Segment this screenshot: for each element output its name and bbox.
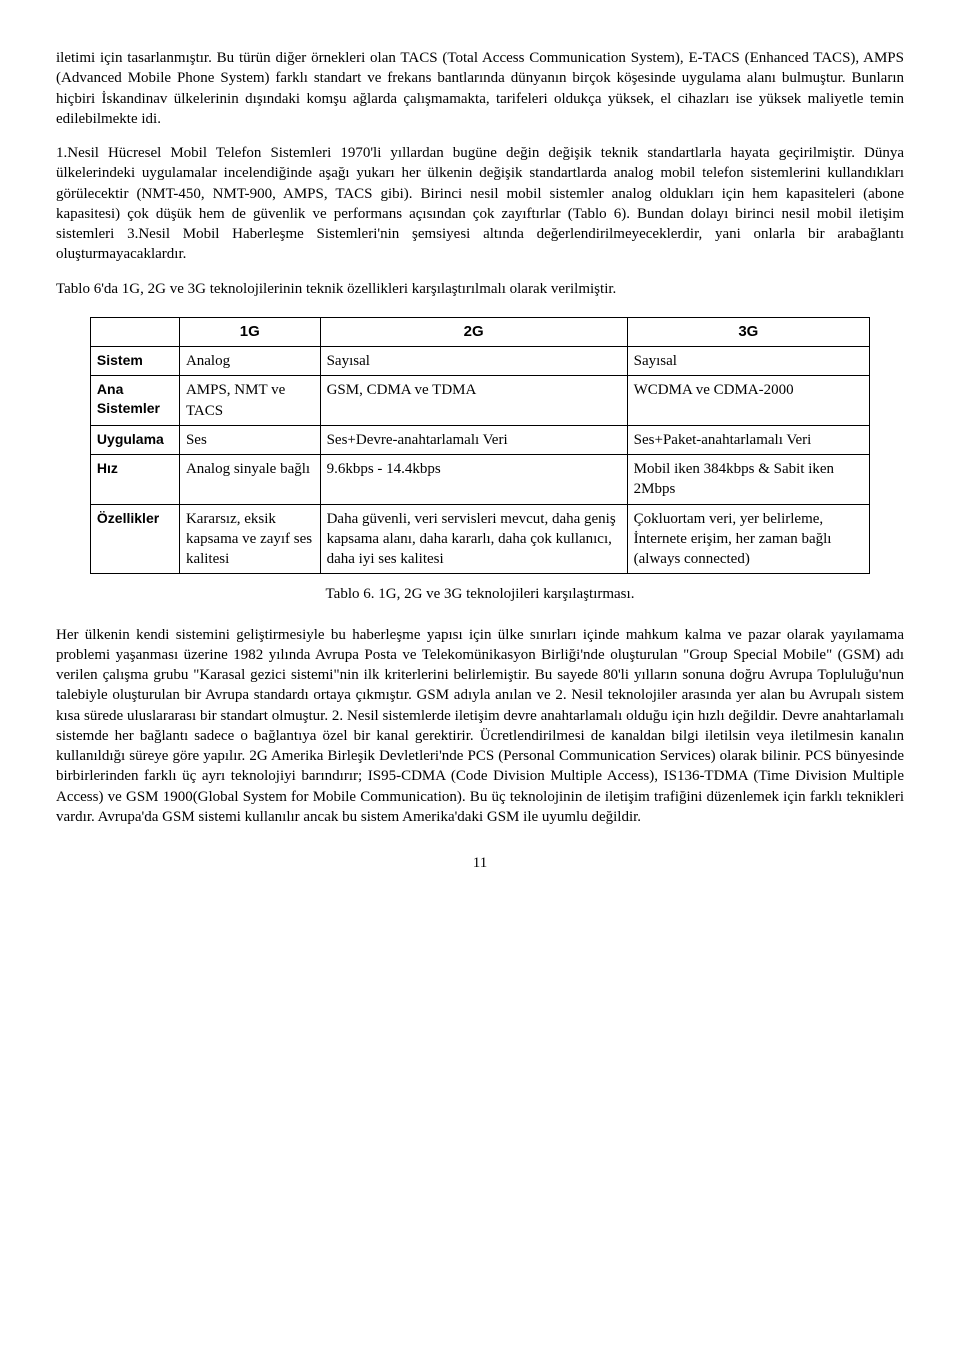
paragraph-1: iletimi için tasarlanmıştır. Bu türün di… <box>56 48 904 129</box>
table-header-empty <box>90 317 179 346</box>
paragraph-4: Her ülkenin kendi sistemini geliştirmesi… <box>56 625 904 828</box>
table-caption: Tablo 6. 1G, 2G ve 3G teknolojileri karş… <box>56 584 904 604</box>
table-header-2g: 2G <box>320 317 627 346</box>
row-label-uygulama: Uygulama <box>90 425 179 454</box>
table-row: Özellikler Kararsız, eksik kapsama ve za… <box>90 504 869 574</box>
comparison-table: 1G 2G 3G Sistem Analog Sayısal Sayısal A… <box>90 317 870 575</box>
table-row: Hız Analog sinyale bağlı 9.6kbps - 14.4k… <box>90 455 869 505</box>
page-number: 11 <box>56 853 904 873</box>
table-cell: Analog sinyale bağlı <box>179 455 320 505</box>
table-header-1g: 1G <box>179 317 320 346</box>
table-cell: AMPS, NMT ve TACS <box>179 376 320 426</box>
row-label-hiz: Hız <box>90 455 179 505</box>
table-row: Sistem Analog Sayısal Sayısal <box>90 347 869 376</box>
table-cell: Ses+Paket-anahtarlamalı Veri <box>627 425 869 454</box>
table-header-row: 1G 2G 3G <box>90 317 869 346</box>
table-header-3g: 3G <box>627 317 869 346</box>
paragraph-3: Tablo 6'da 1G, 2G ve 3G teknolojilerinin… <box>56 279 904 299</box>
table-cell: Kararsız, eksik kapsama ve zayıf ses kal… <box>179 504 320 574</box>
table-cell: Mobil iken 384kbps & Sabit iken 2Mbps <box>627 455 869 505</box>
table-cell: Çokluortam veri, yer belirleme, İnternet… <box>627 504 869 574</box>
table-cell: Daha güvenli, veri servisleri mevcut, da… <box>320 504 627 574</box>
row-label-sistem: Sistem <box>90 347 179 376</box>
paragraph-2: 1.Nesil Hücresel Mobil Telefon Sistemler… <box>56 143 904 265</box>
row-label-ozellikler: Özellikler <box>90 504 179 574</box>
table-cell: 9.6kbps - 14.4kbps <box>320 455 627 505</box>
table-row: Uygulama Ses Ses+Devre-anahtarlamalı Ver… <box>90 425 869 454</box>
table-cell: Sayısal <box>627 347 869 376</box>
row-label-ana-sistemler: Ana Sistemler <box>90 376 179 426</box>
table-cell: WCDMA ve CDMA-2000 <box>627 376 869 426</box>
table-cell: Sayısal <box>320 347 627 376</box>
table-row: Ana Sistemler AMPS, NMT ve TACS GSM, CDM… <box>90 376 869 426</box>
table-cell: Ses <box>179 425 320 454</box>
table-cell: GSM, CDMA ve TDMA <box>320 376 627 426</box>
table-cell: Analog <box>179 347 320 376</box>
table-cell: Ses+Devre-anahtarlamalı Veri <box>320 425 627 454</box>
